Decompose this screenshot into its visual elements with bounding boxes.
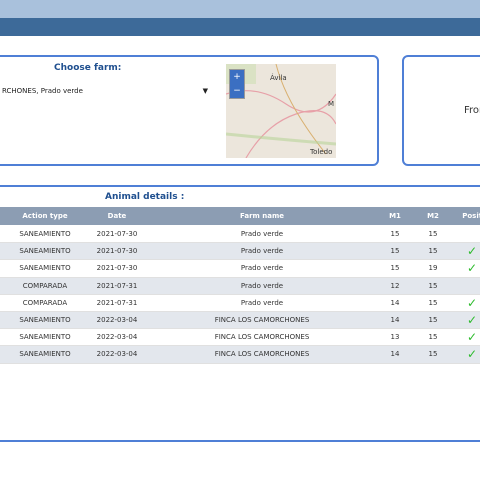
table-row: SANEAMIENTO 2021-07-30 Prado verde 15 19 ✓	[0, 260, 480, 278]
check-icon: ✓	[467, 244, 478, 259]
table-cell: FINCA LOS CAMORCHONES	[214, 350, 310, 359]
check-icon: ✓	[467, 330, 478, 345]
table-cell: SANEAMIENTO	[19, 333, 71, 342]
table-cell: Prado verde	[240, 230, 284, 238]
table-cell: 15	[390, 264, 400, 273]
table-header: Action type Date Farm name M1 M2 Positive	[0, 207, 480, 225]
map-place: Ávila	[270, 74, 287, 82]
column-header: M2	[427, 212, 439, 220]
table-row: COMPARADA 2021-07-31 Prado verde 12 15	[0, 277, 480, 295]
dropdown-arrow: ▼	[202, 87, 208, 95]
table-row: SANEAMIENTO 2022-03-04 FINCA LOS CAMORCHON…	[0, 312, 480, 330]
farm-value: RCHONES, Prado verde	[2, 87, 83, 95]
table-cell: 12	[390, 281, 400, 290]
date-card: From	[402, 55, 480, 166]
table-cell: SANEAMIENTO	[19, 230, 71, 238]
zoom-out[interactable]: −	[233, 86, 241, 96]
table-cell: COMPARADA	[22, 281, 68, 290]
column-header: Action type	[22, 212, 68, 220]
check-icon: ✓	[467, 261, 478, 276]
table-row: SANEAMIENTO 2021-07-30 Prado verde 15 15 ✓	[0, 243, 480, 261]
table-cell: SANEAMIENTO	[19, 350, 71, 359]
column-header: Farm name	[239, 212, 285, 220]
table-cell: SANEAMIENTO	[19, 247, 71, 256]
map-place: M	[328, 100, 335, 108]
table-cell: 2021-07-30	[96, 247, 138, 256]
table-cell: 2021-07-31	[96, 281, 138, 290]
table-cell: 14	[390, 316, 400, 324]
table-row: SANEAMIENTO 2022-03-04 FINCA LOS CAMORCHON…	[0, 346, 480, 364]
table-cell: 14	[390, 350, 400, 359]
table-row: COMPARADA 2021-07-31 Prado verde 14 15 ✓	[0, 294, 480, 312]
table-cell: 15	[428, 298, 438, 307]
table-cell: 2021-07-31	[96, 298, 138, 307]
table: Action type Date Farm name M1 M2 Positive SANE…	[0, 207, 480, 367]
column-header: Date	[107, 212, 127, 220]
table-cell: 2022-03-04	[96, 316, 138, 324]
table-cell: SANEAMIENTO	[19, 264, 71, 273]
table-cell: 15	[428, 247, 438, 256]
column-header: Positive	[462, 212, 480, 220]
zoom-in[interactable]: +	[233, 72, 241, 82]
map-place: Toledo	[310, 148, 333, 156]
table-cell: 14	[390, 298, 400, 307]
table-cell: Prado verde	[240, 264, 284, 273]
farm-card: Choose farm: RCHONES, Prado verde ▼ + − …	[0, 55, 379, 166]
table-row: SANEAMIENTO 2022-03-04 FINCA LOS CAMORCHON…	[0, 329, 480, 347]
table-cell: 13	[390, 333, 400, 342]
map[interactable]: + − Ávila M Toledo	[226, 64, 336, 158]
column-header: M1	[389, 212, 401, 220]
farm-label: Choose farm:	[54, 63, 122, 73]
check-icon: ✓	[467, 295, 478, 310]
check-icon: ✓	[467, 347, 478, 362]
zoom-controls: + −	[229, 69, 245, 99]
table-cell: Prado verde	[240, 281, 284, 290]
table-title: Animal details :	[105, 192, 185, 202]
date-label: From	[464, 105, 480, 116]
check-icon: ✓	[467, 313, 478, 327]
table-cell: 2021-07-30	[96, 264, 138, 273]
top-bar	[0, 0, 480, 18]
table-cell: 15	[390, 247, 400, 256]
table-cell: 15	[428, 333, 438, 342]
table-cell: FINCA LOS CAMORCHONES	[214, 333, 310, 342]
table-cell: 15	[428, 230, 438, 238]
table-cell: 2022-03-04	[96, 350, 138, 359]
table-cell: 2021-07-30	[96, 230, 138, 238]
table-cell: 15	[428, 281, 438, 290]
table-cell: 15	[428, 316, 438, 324]
table-cell: 19	[428, 264, 438, 273]
table-cell: FINCA LOS CAMORCHONES	[214, 316, 310, 324]
table-cell: SANEAMIENTO	[19, 316, 71, 324]
table-cell: 15	[390, 230, 400, 238]
table-cell: 2022-03-04	[96, 333, 138, 342]
table-cell: Prado verde	[240, 247, 284, 256]
farm-dropdown[interactable]: RCHONES, Prado verde ▼	[2, 84, 214, 98]
table-row: SANEAMIENTO 2021-07-30 Prado verde 15 15	[0, 226, 480, 244]
table-cell: Prado verde	[240, 298, 284, 307]
nav-bar	[0, 18, 480, 36]
table-cell: COMPARADA	[22, 298, 68, 307]
table-cell: 15	[428, 350, 438, 359]
